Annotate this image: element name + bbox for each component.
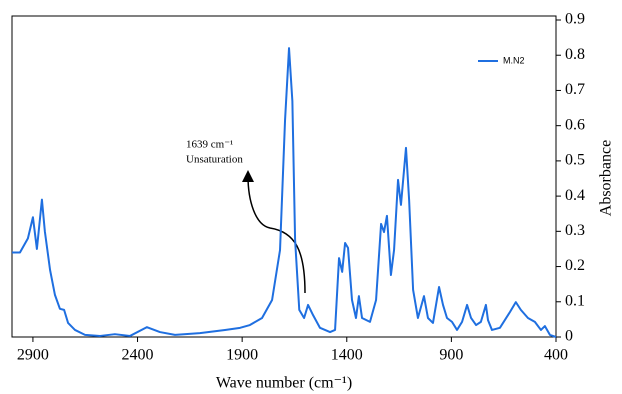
y-tick-label: 0.3 [565, 222, 585, 239]
annotation-arrow [242, 170, 306, 294]
y-tick-label: 0 [565, 328, 573, 345]
legend-label: M.N2 [503, 55, 525, 65]
y-tick-label: 0.1 [565, 292, 585, 309]
y-tick-label: 0.7 [565, 81, 585, 98]
y-tick-label: 0.6 [565, 116, 585, 133]
spectrum-line [12, 47, 557, 338]
annotation: Unsaturation [186, 154, 243, 166]
x-tick-label: 900 [439, 347, 463, 364]
x-axis-title: Wave number (cm⁻¹) [216, 375, 352, 392]
y-tick-label: 0.4 [565, 187, 585, 204]
x-tick-label: 2400 [122, 347, 154, 364]
y-tick-label: 0.8 [565, 46, 585, 63]
annotation: 1639 cm⁻¹ [186, 139, 233, 151]
x-tick-label: 400 [544, 347, 568, 364]
y-tick-label: 0.9 [565, 11, 585, 28]
x-tick-label: 2900 [17, 347, 49, 364]
y-tick-label: 0.2 [565, 257, 585, 274]
y-axis-title: Absorbance [598, 140, 615, 216]
x-tick-label: 1900 [226, 347, 258, 364]
y-tick-label: 0.5 [565, 152, 585, 169]
plot-frame [11, 15, 557, 338]
x-tick-label: 1400 [331, 347, 363, 364]
